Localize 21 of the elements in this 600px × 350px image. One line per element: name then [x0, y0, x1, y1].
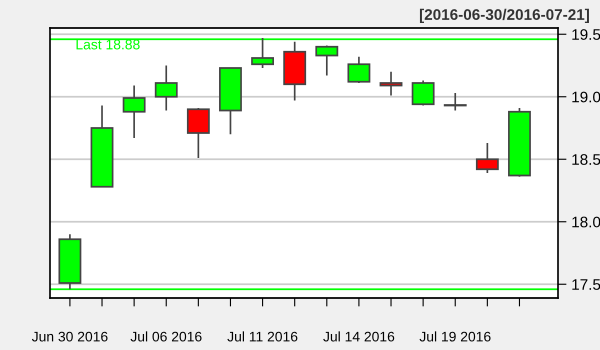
chart-title: [2016-06-30/2016-07-21]	[420, 8, 589, 23]
candlestick	[380, 70, 402, 96]
candlestick	[347, 56, 370, 84]
y-tick-label: 18.0	[572, 216, 600, 228]
ref-line-label: Last 18.88	[76, 40, 140, 50]
x-tick-label: Jul 14 2016	[323, 331, 394, 342]
candlestick	[476, 142, 499, 174]
x-tick-label: Jun 30 2016	[32, 332, 108, 342]
y-tick-label: 19.5	[572, 29, 600, 40]
candlestick	[154, 64, 178, 112]
candlestick	[122, 84, 146, 139]
y-tick-label: 17.5	[572, 279, 600, 290]
candlestick	[412, 80, 435, 106]
candlestick	[186, 107, 210, 159]
x-tick-label: Jul 11 2016	[227, 331, 298, 342]
candlestick	[315, 44, 338, 76]
x-tick-label: Jul 19 2016	[420, 331, 491, 342]
candlestick	[444, 92, 467, 112]
y-tick-label: 18.5	[572, 154, 600, 165]
y-tick-label: 19.0	[572, 92, 600, 102]
x-tick-label: Jul 06 2016	[130, 331, 202, 342]
